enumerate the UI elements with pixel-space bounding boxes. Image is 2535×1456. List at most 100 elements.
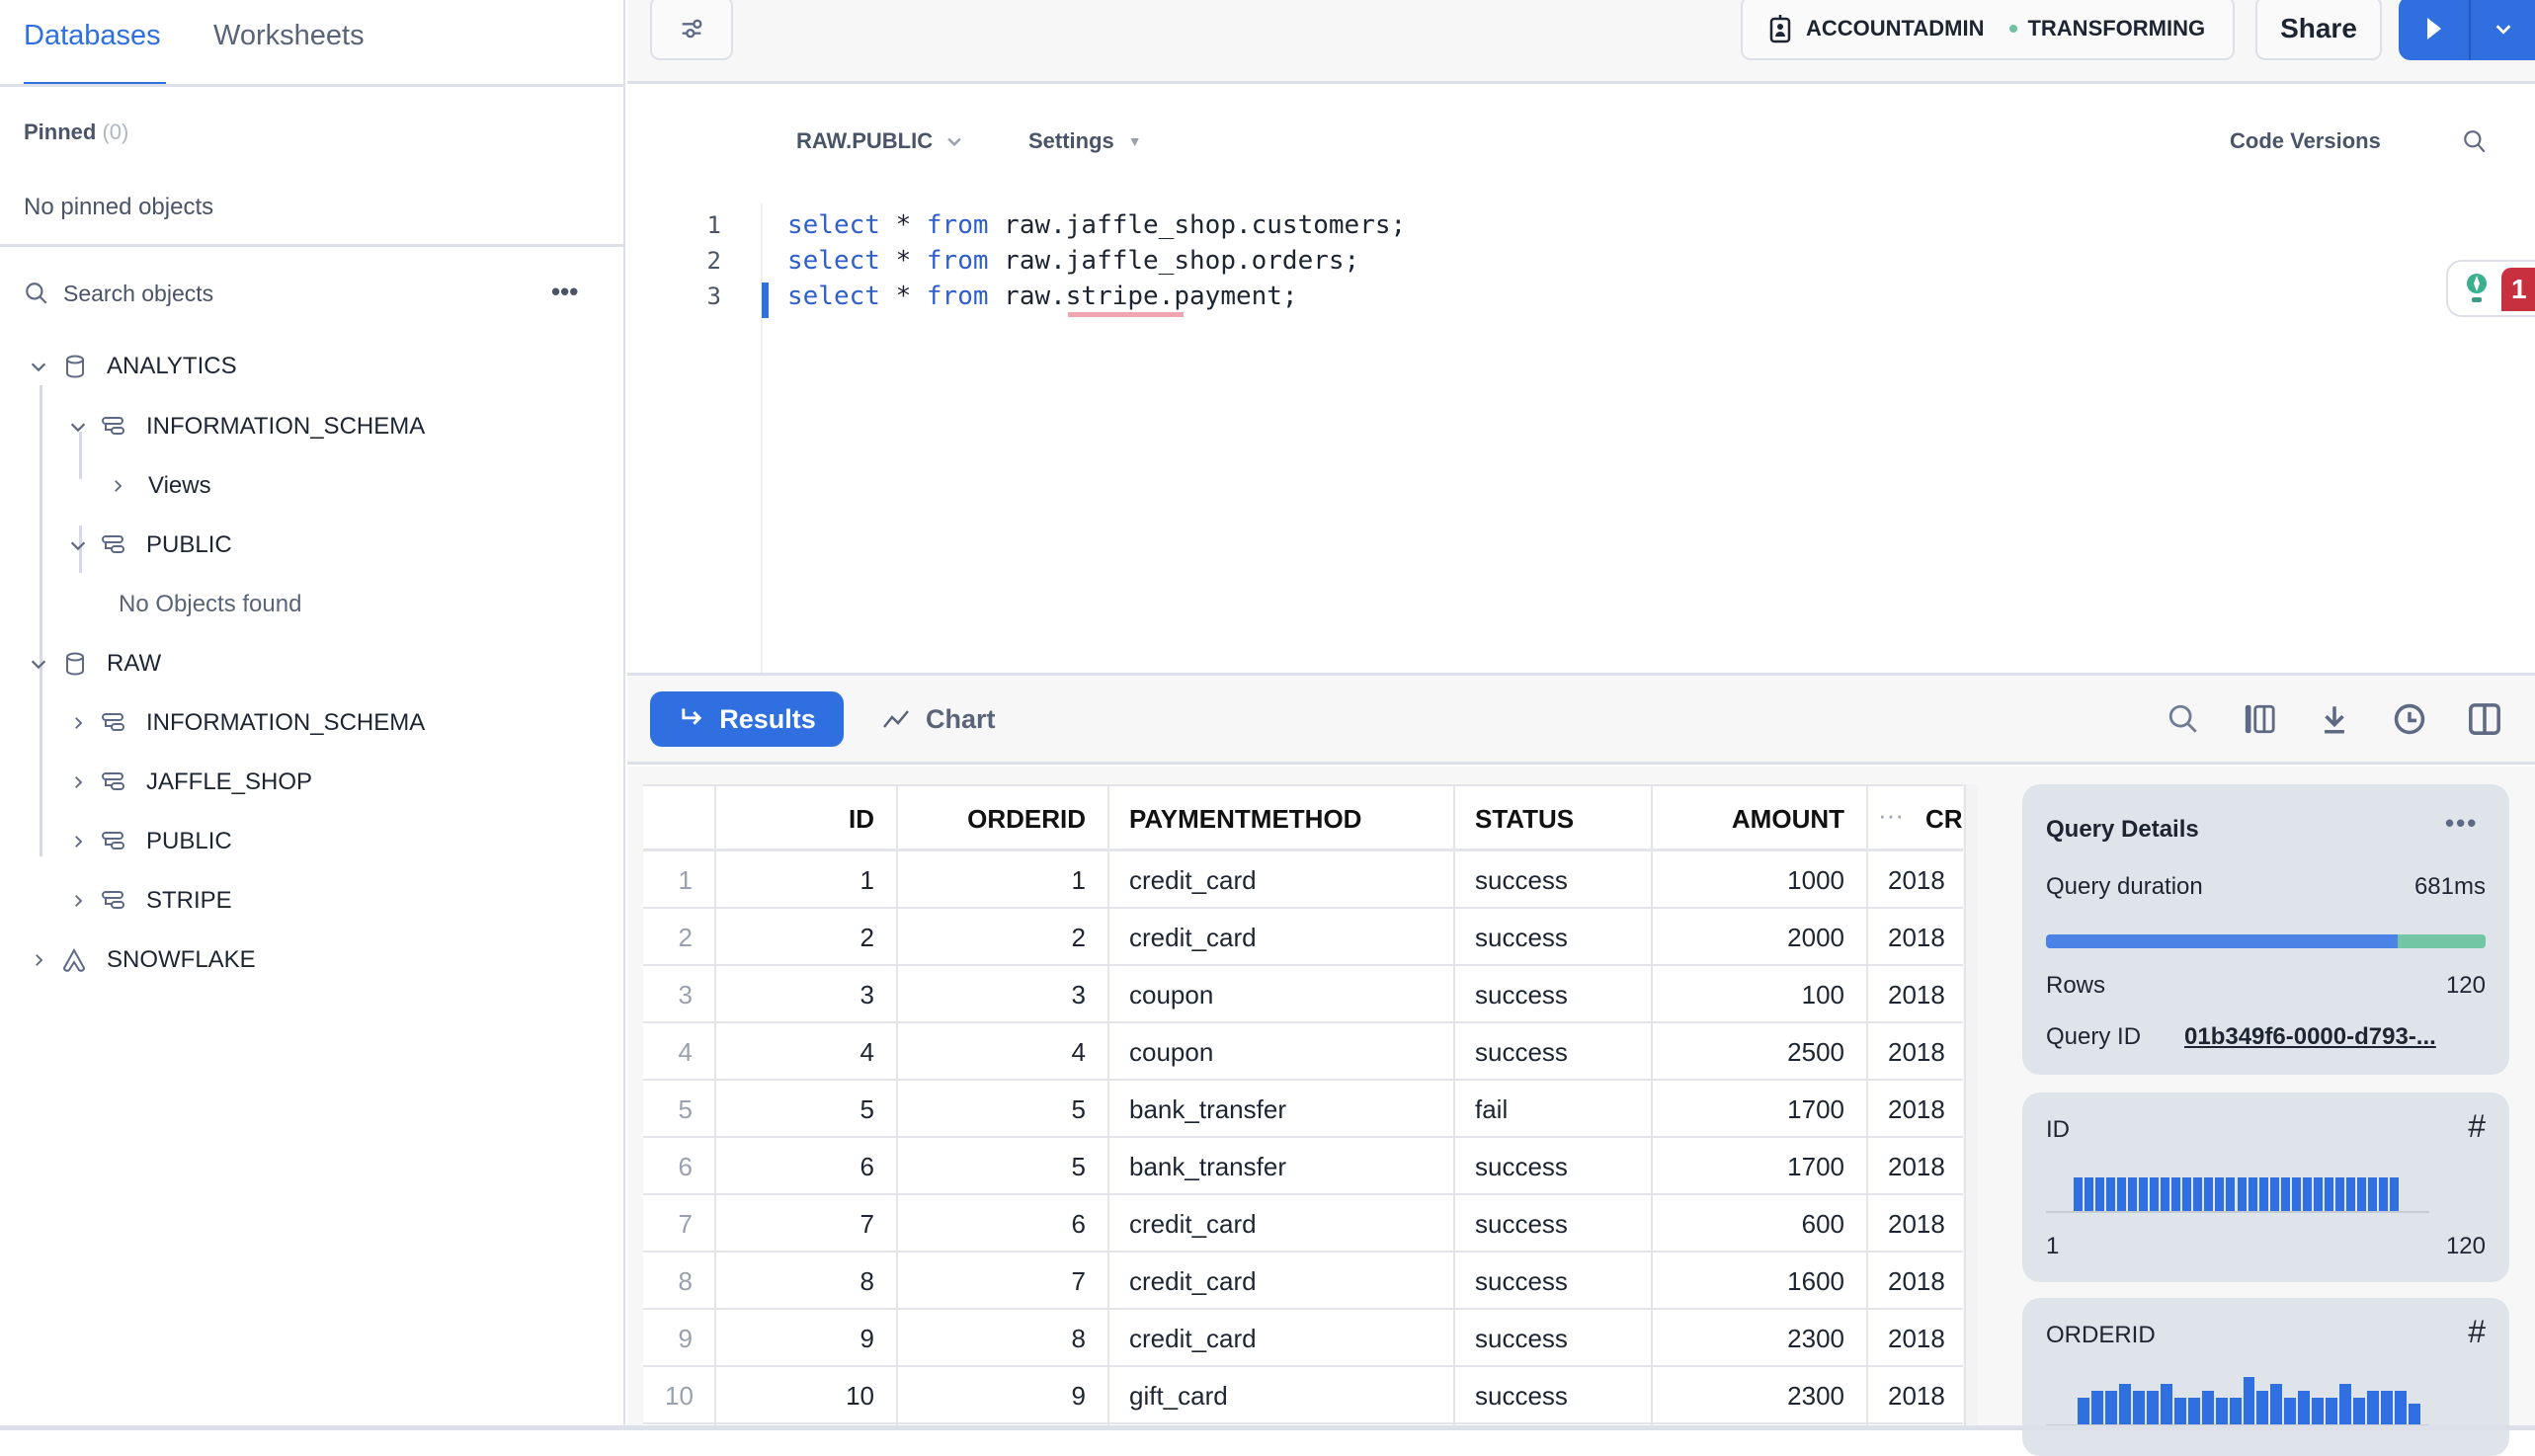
run-button[interactable] [2399, 0, 2471, 60]
table-cell[interactable]: 2018 [1888, 865, 1945, 895]
table-cell[interactable]: success [1475, 1209, 1568, 1239]
table-cell[interactable]: 2 [859, 923, 874, 952]
column-divider[interactable] [1107, 786, 1109, 853]
search-icon[interactable] [2462, 128, 2488, 156]
column-divider[interactable] [1866, 786, 1868, 853]
table-cell[interactable]: 2300 [1787, 1381, 1844, 1411]
row-number[interactable]: 8 [678, 1266, 693, 1296]
code-line[interactable]: select * from raw.stripe.payment; [787, 282, 1298, 311]
history-clock-icon[interactable] [2393, 702, 2426, 736]
tree-item-analytics-information-schema[interactable]: INFORMATION_SCHEMA [67, 407, 425, 446]
filter-settings-button[interactable] [650, 0, 733, 60]
table-cell[interactable]: success [1475, 865, 1568, 895]
table-cell[interactable]: 4 [859, 1037, 874, 1067]
column-header[interactable]: PAYMENTMETHOD [1129, 804, 1362, 834]
table-cell[interactable]: coupon [1129, 980, 1214, 1010]
table-cell[interactable]: 600 [1801, 1209, 1844, 1239]
column-divider[interactable] [1107, 784, 1109, 1425]
table-cell[interactable]: 2018 [1888, 1381, 1945, 1411]
table-cell[interactable]: 6 [1071, 1209, 1086, 1239]
table-cell[interactable]: 5 [1071, 1094, 1086, 1124]
table-cell[interactable]: 2018 [1888, 923, 1945, 952]
table-cell[interactable]: 2000 [1787, 923, 1844, 952]
share-button[interactable]: Share [2255, 0, 2382, 60]
table-cell[interactable]: 7 [1071, 1266, 1086, 1296]
orderid-column-card[interactable]: ORDERID # [2022, 1298, 2509, 1456]
table-cell[interactable]: credit_card [1129, 923, 1257, 952]
query-id-link[interactable]: 01b349f6-0000-d793-... [2184, 1023, 2436, 1050]
table-cell[interactable]: success [1475, 1152, 1568, 1181]
search-objects-input[interactable]: Search objects [24, 277, 537, 310]
column-divider[interactable] [1651, 784, 1653, 1425]
tree-item-raw-public[interactable]: PUBLIC [69, 822, 232, 861]
column-header[interactable]: ID [849, 804, 874, 834]
column-header[interactable]: ORDERID [967, 804, 1086, 834]
column-menu-icon[interactable]: ··· [1878, 800, 1904, 830]
table-cell[interactable]: 2018 [1888, 1094, 1945, 1124]
column-divider[interactable] [1866, 784, 1868, 1425]
column-divider[interactable] [896, 786, 898, 853]
table-cell[interactable]: 2 [1071, 923, 1086, 952]
table-cell[interactable]: 2018 [1888, 980, 1945, 1010]
search-icon[interactable] [2167, 702, 2200, 736]
table-cell[interactable]: 9 [1071, 1381, 1086, 1411]
table-cell[interactable]: 2018 [1888, 1152, 1945, 1181]
row-number[interactable]: 5 [678, 1094, 693, 1124]
table-cell[interactable]: 1 [1071, 865, 1086, 895]
column-divider[interactable] [896, 784, 898, 1425]
column-divider[interactable] [1453, 784, 1455, 1425]
table-cell[interactable]: 1 [859, 865, 874, 895]
table-cell[interactable]: 2018 [1888, 1266, 1945, 1296]
tab-results[interactable]: Results [650, 691, 844, 747]
table-cell[interactable]: 2300 [1787, 1324, 1844, 1353]
table-cell[interactable]: 8 [1071, 1324, 1086, 1353]
table-cell[interactable]: 2500 [1787, 1037, 1844, 1067]
table-cell[interactable]: success [1475, 1324, 1568, 1353]
row-number[interactable]: 10 [665, 1381, 693, 1411]
table-cell[interactable]: credit_card [1129, 865, 1257, 895]
table-cell[interactable]: 2018 [1888, 1324, 1945, 1353]
table-cell[interactable]: 5 [1071, 1152, 1086, 1181]
table-cell[interactable]: credit_card [1129, 1209, 1257, 1239]
row-number[interactable]: 3 [678, 980, 693, 1010]
tab-chart[interactable]: Chart [882, 691, 996, 747]
table-cell[interactable]: 1700 [1787, 1152, 1844, 1181]
table-cell[interactable]: 3 [1071, 980, 1086, 1010]
tree-item-raw-information-schema[interactable]: INFORMATION_SCHEMA [69, 703, 425, 743]
id-column-card[interactable]: ID # 1 120 [2022, 1092, 2509, 1282]
row-number[interactable]: 6 [678, 1152, 693, 1181]
split-panel-icon[interactable] [2468, 702, 2501, 736]
download-icon[interactable] [2318, 702, 2351, 736]
row-number[interactable]: 1 [678, 865, 693, 895]
table-cell[interactable]: 2018 [1888, 1037, 1945, 1067]
tree-item-analytics-public[interactable]: PUBLIC [67, 526, 232, 565]
table-cell[interactable]: fail [1475, 1094, 1509, 1124]
table-cell[interactable]: credit_card [1129, 1324, 1257, 1353]
tab-databases[interactable]: Databases [24, 20, 161, 51]
table-cell[interactable]: coupon [1129, 1037, 1214, 1067]
table-cell[interactable]: 3 [859, 980, 874, 1010]
table-cell[interactable]: 1000 [1787, 865, 1844, 895]
code-line[interactable]: select * from raw.jaffle_shop.customers; [787, 210, 1406, 240]
table-cell[interactable]: 100 [1801, 980, 1844, 1010]
table-cell[interactable]: 1600 [1787, 1266, 1844, 1296]
table-cell[interactable]: gift_card [1129, 1381, 1228, 1411]
tree-item-views[interactable]: Views [109, 466, 211, 506]
table-cell[interactable]: 10 [846, 1381, 874, 1411]
pinned-header[interactable]: Pinned (0) [24, 120, 128, 145]
column-header[interactable]: CREATED [1925, 804, 1963, 834]
table-cell[interactable]: 8 [859, 1266, 874, 1296]
copilot-widget[interactable]: 1 [2446, 260, 2535, 317]
tree-item-stripe[interactable]: STRIPE [69, 881, 232, 921]
table-cell[interactable]: 5 [859, 1094, 874, 1124]
table-cell[interactable]: 9 [859, 1324, 874, 1353]
table-cell[interactable]: 1700 [1787, 1094, 1844, 1124]
table-cell[interactable]: 6 [859, 1152, 874, 1181]
row-number[interactable]: 4 [678, 1037, 693, 1067]
column-header[interactable]: STATUS [1475, 804, 1575, 834]
table-cell[interactable]: success [1475, 1381, 1568, 1411]
more-options-icon[interactable]: ••• [2445, 808, 2479, 838]
column-divider[interactable] [1651, 786, 1653, 853]
column-divider[interactable] [1453, 786, 1455, 853]
table-cell[interactable]: success [1475, 980, 1568, 1010]
